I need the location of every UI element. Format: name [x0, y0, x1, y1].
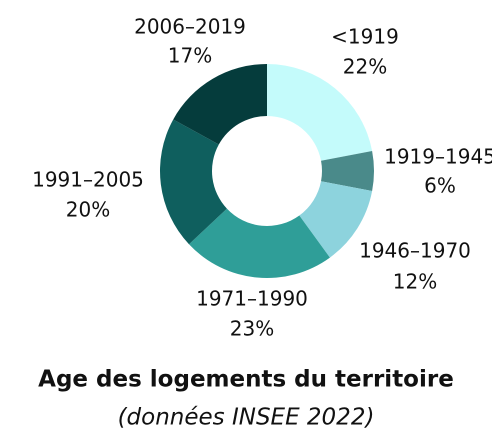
donut-slice	[267, 64, 373, 161]
slice-value-label: 20%	[66, 198, 110, 222]
slice-category-label: 1946–1970	[359, 239, 471, 263]
slice-value-label: 17%	[168, 44, 212, 68]
donut-slice	[299, 181, 373, 258]
slice-category-label: 1971–1990	[196, 287, 308, 311]
slice-category-label: 1991–2005	[32, 168, 144, 192]
chart-subtitle: (données INSEE 2022)	[118, 405, 375, 431]
donut-slice	[189, 208, 330, 279]
slice-value-label: 6%	[424, 174, 456, 198]
slice-value-label: 12%	[393, 270, 437, 294]
slice-category-label: 2006–2019	[134, 15, 246, 39]
donut-slice	[173, 64, 267, 145]
chart-title: Age des logements du territoire	[38, 367, 454, 393]
slice-category-label: 1919–1945	[384, 145, 492, 169]
donut-slice	[159, 119, 227, 245]
donut-slice	[321, 150, 374, 192]
slice-value-label: 23%	[230, 317, 274, 341]
slice-category-label: <1919	[331, 25, 399, 49]
slice-value-label: 22%	[343, 55, 387, 79]
